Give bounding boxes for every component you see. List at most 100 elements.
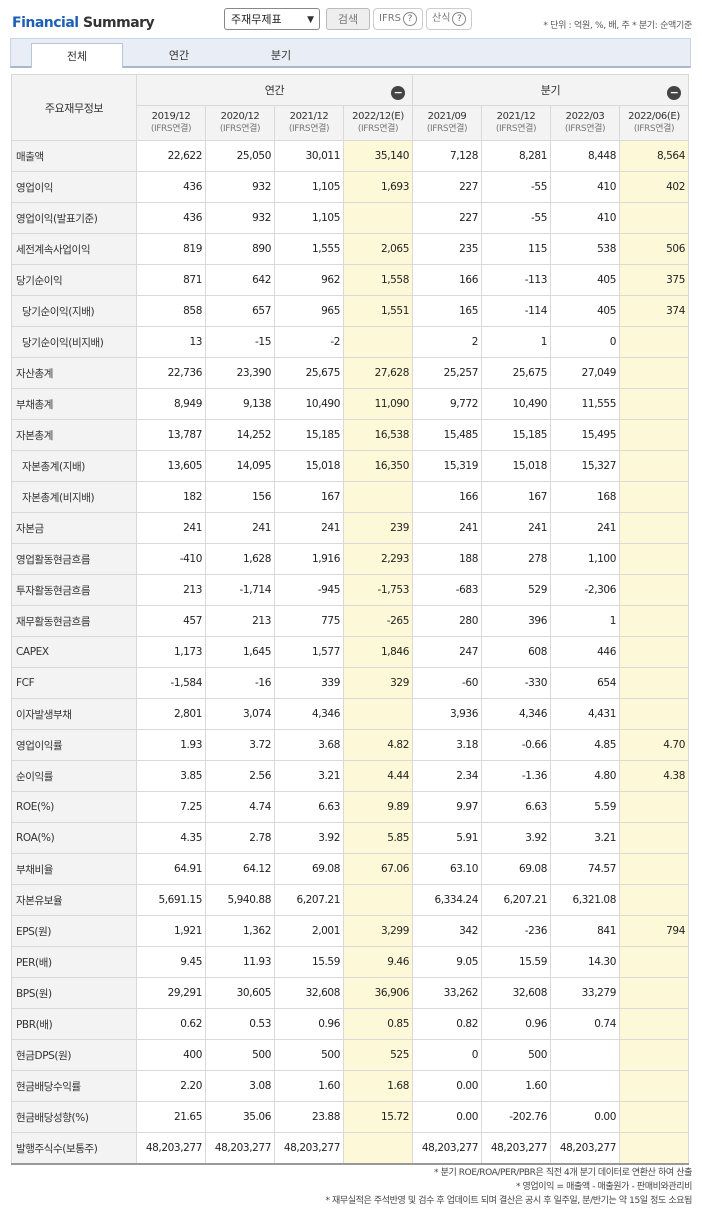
period-basis: (IFRS연결) bbox=[288, 124, 330, 134]
table-cell: 15,495 bbox=[550, 419, 620, 451]
table-cell: 22,622 bbox=[136, 140, 206, 172]
table-cell: 410 bbox=[550, 202, 620, 234]
table-cell: 525 bbox=[343, 1039, 413, 1071]
table-cell: 2.34 bbox=[412, 760, 482, 792]
table-cell: 4.74 bbox=[205, 791, 275, 823]
table-row: 세전계속사업이익 819 890 1,555 2,065 235 115 538 506 bbox=[11, 233, 689, 265]
table-cell: 0.62 bbox=[136, 1008, 206, 1040]
table-cell: 48,203,277 bbox=[481, 1132, 551, 1165]
table-cell: 213 bbox=[136, 574, 206, 606]
table-cell: 167 bbox=[274, 481, 344, 513]
report-type-select[interactable]: 주재무제표 ▼ bbox=[224, 8, 320, 30]
table-cell: 35.06 bbox=[205, 1101, 275, 1133]
table-cell: -0.66 bbox=[481, 729, 551, 761]
table-cell: 74.57 bbox=[550, 853, 620, 885]
table-cell: 841 bbox=[550, 915, 620, 947]
table-cell bbox=[619, 419, 689, 451]
row-label: 세전계속사업이익 bbox=[11, 233, 137, 265]
summary-header: Financial Summary 주재무제표 ▼ 검색 IFRS? 산식? *… bbox=[10, 8, 692, 38]
table-row: 영업활동현금흐름 -410 1,628 1,916 2,293 188 278 1,100 bbox=[11, 543, 689, 575]
table-cell: 15.59 bbox=[481, 946, 551, 978]
ifrs-label: IFRS bbox=[379, 13, 401, 24]
title-financial: Financial bbox=[12, 15, 79, 31]
table-cell: -1,584 bbox=[136, 667, 206, 699]
row-label: 자본총계 bbox=[11, 419, 137, 451]
table-cell: 188 bbox=[412, 543, 482, 575]
row-label: 투자활동현금흐름 bbox=[11, 574, 137, 606]
table-cell: 10,490 bbox=[274, 388, 344, 420]
table-row: 영업이익(발표기준) 436 932 1,105 227 -55 410 bbox=[11, 202, 689, 234]
table-row: 당기순이익(비지배) 13 -15 -2 2 1 0 bbox=[11, 326, 689, 358]
table-cell: 33,262 bbox=[412, 977, 482, 1009]
row-label: 자본유보율 bbox=[11, 884, 137, 916]
table-row: BPS(원) 29,291 30,605 32,608 36,906 33,262 32,6… bbox=[11, 977, 689, 1009]
row-label: 매출액 bbox=[11, 140, 137, 172]
table-cell: 64.12 bbox=[205, 853, 275, 885]
table-cell: 36,906 bbox=[343, 977, 413, 1009]
table-cell: 27,049 bbox=[550, 357, 620, 389]
table-cell: 239 bbox=[343, 512, 413, 544]
table-row: 현금배당수익률 2.20 3.08 1.60 1.68 0.00 1.60 bbox=[11, 1070, 689, 1102]
collapse-quarter-icon[interactable]: − bbox=[667, 86, 681, 100]
table-cell: 13 bbox=[136, 326, 206, 358]
tab-all[interactable]: 전체 bbox=[31, 43, 123, 68]
table-cell: 9.97 bbox=[412, 791, 482, 823]
table-cell: 4.80 bbox=[550, 760, 620, 792]
table-cell: 3.21 bbox=[550, 822, 620, 854]
period-header: 2022/12(E) (IFRS연결) bbox=[343, 105, 413, 141]
table-cell: -1,753 bbox=[343, 574, 413, 606]
table-cell: -683 bbox=[412, 574, 482, 606]
table-row: PER(배) 9.45 11.93 15.59 9.46 9.05 15.59 14.30 bbox=[11, 946, 689, 978]
table-cell: 1,558 bbox=[343, 264, 413, 296]
table-cell: 167 bbox=[481, 481, 551, 513]
page-title: Financial Summary bbox=[12, 15, 155, 31]
table-cell: 5.91 bbox=[412, 822, 482, 854]
table-cell: 6,334.24 bbox=[412, 884, 482, 916]
table-cell: -2 bbox=[274, 326, 344, 358]
table-cell: 1,916 bbox=[274, 543, 344, 575]
table-cell: 2,293 bbox=[343, 543, 413, 575]
table-cell: 0.74 bbox=[550, 1008, 620, 1040]
table-cell: 3.68 bbox=[274, 729, 344, 761]
table-cell: 654 bbox=[550, 667, 620, 699]
group-annual-label: 연간 bbox=[264, 84, 285, 97]
table-cell: -330 bbox=[481, 667, 551, 699]
table-cell: 329 bbox=[343, 667, 413, 699]
table-cell: 0.96 bbox=[481, 1008, 551, 1040]
table-cell: 965 bbox=[274, 295, 344, 327]
period-label: 2020/12 bbox=[220, 111, 260, 122]
table-cell: 241 bbox=[205, 512, 275, 544]
tab-annual[interactable]: 연간 bbox=[168, 49, 190, 62]
table-cell: -236 bbox=[481, 915, 551, 947]
table-cell bbox=[619, 388, 689, 420]
table-cell: 48,203,277 bbox=[550, 1132, 620, 1165]
table-cell: 15.59 bbox=[274, 946, 344, 978]
ifrs-help-button[interactable]: IFRS? bbox=[373, 8, 423, 30]
table-cell: 405 bbox=[550, 264, 620, 296]
table-cell: 500 bbox=[205, 1039, 275, 1071]
table-cell: 168 bbox=[550, 481, 620, 513]
table-cell bbox=[619, 543, 689, 575]
table-cell bbox=[343, 698, 413, 730]
table-row: 자본총계(지배) 13,605 14,095 15,018 16,350 15,319 15… bbox=[11, 450, 689, 482]
table-cell: 538 bbox=[550, 233, 620, 265]
period-header: 2021/12 (IFRS연결) bbox=[274, 105, 344, 141]
table-cell: 0.00 bbox=[412, 1101, 482, 1133]
table-cell: 871 bbox=[136, 264, 206, 296]
table-cell: 5.59 bbox=[550, 791, 620, 823]
table-cell: 22,736 bbox=[136, 357, 206, 389]
row-label: 부채총계 bbox=[11, 388, 137, 420]
table-cell: 156 bbox=[205, 481, 275, 513]
period-label: 2022/03 bbox=[565, 111, 605, 122]
table-cell: 819 bbox=[136, 233, 206, 265]
row-label: 당기순이익(비지배) bbox=[11, 326, 137, 358]
formula-help-button[interactable]: 산식? bbox=[426, 8, 473, 30]
table-cell: 1.60 bbox=[274, 1070, 344, 1102]
collapse-annual-icon[interactable]: − bbox=[391, 86, 405, 100]
search-button[interactable]: 검색 bbox=[326, 8, 370, 30]
group-quarter-header: 분기 − bbox=[412, 74, 689, 106]
tab-quarter[interactable]: 분기 bbox=[270, 49, 292, 62]
table-cell: 0 bbox=[550, 326, 620, 358]
table-row: 매출액 22,622 25,050 30,011 35,140 7,128 8,281 8,4… bbox=[11, 140, 689, 172]
table-cell: 1 bbox=[550, 605, 620, 637]
